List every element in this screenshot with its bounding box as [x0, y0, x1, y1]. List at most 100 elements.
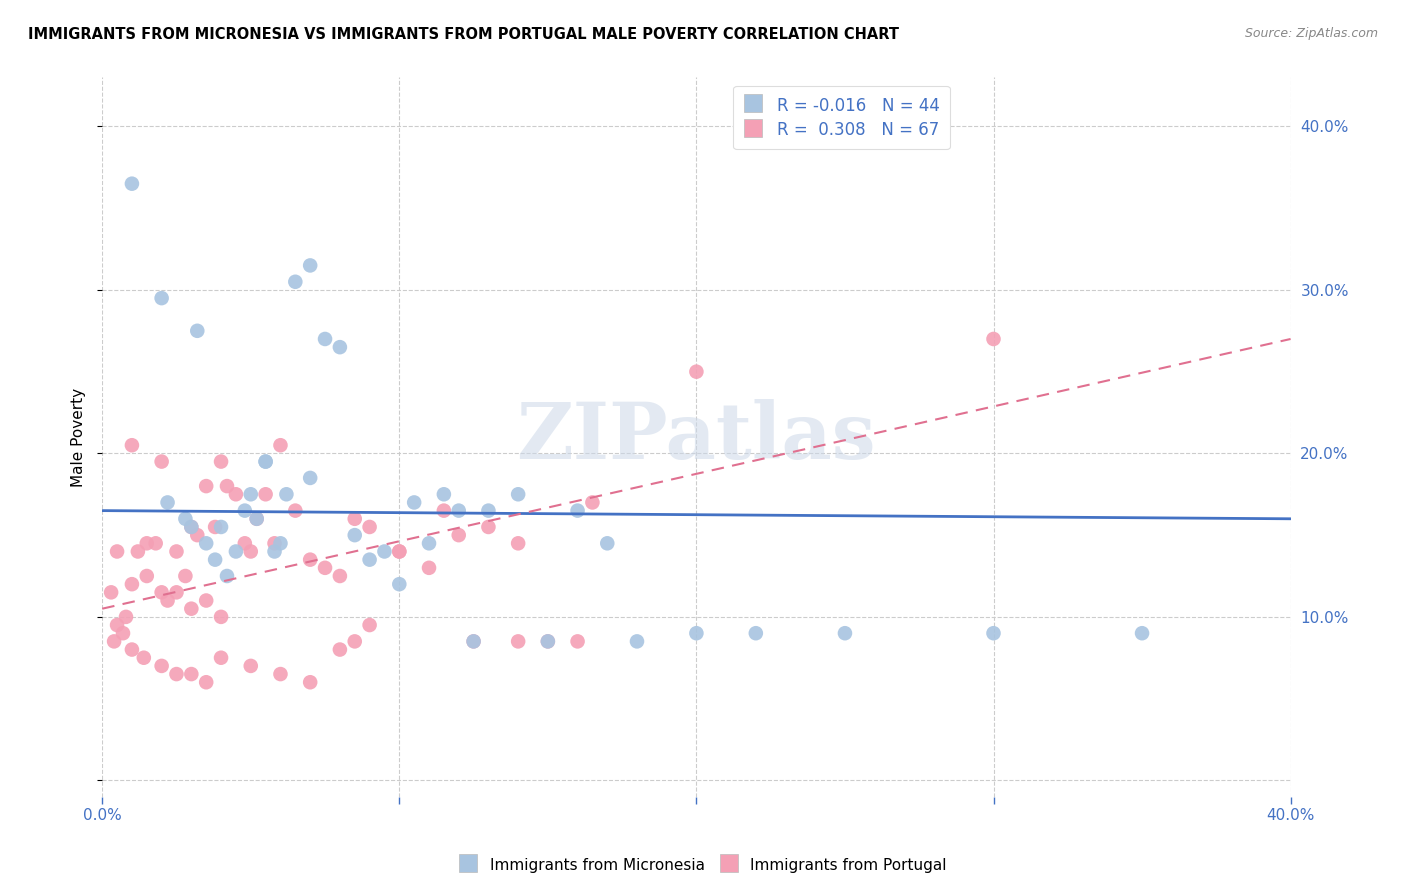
Point	[166, 667, 188, 681]
Point	[1130, 626, 1153, 640]
Point	[359, 618, 381, 632]
Point	[418, 536, 440, 550]
Point	[180, 520, 202, 534]
Point	[111, 626, 134, 640]
Point	[329, 340, 352, 354]
Point	[174, 569, 197, 583]
Point	[284, 503, 307, 517]
Point	[180, 520, 202, 534]
Text: Source: ZipAtlas.com: Source: ZipAtlas.com	[1244, 27, 1378, 40]
Point	[508, 536, 530, 550]
Point	[404, 495, 426, 509]
Point	[269, 438, 291, 452]
Point	[299, 552, 322, 566]
Point	[254, 454, 277, 468]
Point	[508, 487, 530, 501]
Legend: Immigrants from Micronesia, Immigrants from Portugal: Immigrants from Micronesia, Immigrants f…	[453, 850, 953, 880]
Point	[477, 520, 499, 534]
Text: ZIPatlas: ZIPatlas	[516, 399, 876, 475]
Point	[186, 324, 208, 338]
Point	[463, 634, 485, 648]
Point	[537, 634, 560, 648]
Point	[834, 626, 856, 640]
Point	[209, 610, 232, 624]
Point	[343, 634, 366, 648]
Point	[447, 528, 470, 542]
Point	[433, 503, 456, 517]
Point	[433, 487, 456, 501]
Point	[359, 552, 381, 566]
Point	[359, 520, 381, 534]
Point	[215, 479, 238, 493]
Point	[263, 536, 285, 550]
Point	[745, 626, 768, 640]
Point	[180, 601, 202, 615]
Point	[103, 634, 125, 648]
Point	[418, 561, 440, 575]
Point	[269, 667, 291, 681]
Point	[239, 659, 262, 673]
Point	[567, 503, 589, 517]
Point	[180, 667, 202, 681]
Point	[685, 626, 707, 640]
Point	[115, 610, 138, 624]
Point	[314, 561, 336, 575]
Point	[156, 495, 179, 509]
Point	[596, 536, 619, 550]
Point	[314, 332, 336, 346]
Point	[186, 528, 208, 542]
Point	[983, 332, 1005, 346]
Point	[156, 593, 179, 607]
Point	[166, 585, 188, 599]
Point	[246, 512, 269, 526]
Point	[246, 512, 269, 526]
Point	[209, 650, 232, 665]
Point	[135, 569, 157, 583]
Point	[276, 487, 298, 501]
Point	[343, 528, 366, 542]
Point	[685, 365, 707, 379]
Point	[447, 503, 470, 517]
Point	[225, 544, 247, 558]
Point	[477, 503, 499, 517]
Point	[204, 520, 226, 534]
Point	[195, 593, 218, 607]
Point	[239, 544, 262, 558]
Point	[204, 552, 226, 566]
Point	[626, 634, 648, 648]
Legend: R = -0.016   N = 44, R =  0.308   N = 67: R = -0.016 N = 44, R = 0.308 N = 67	[734, 86, 949, 149]
Point	[329, 569, 352, 583]
Point	[209, 520, 232, 534]
Point	[215, 569, 238, 583]
Point	[166, 544, 188, 558]
Point	[174, 512, 197, 526]
Point	[195, 536, 218, 550]
Point	[254, 454, 277, 468]
Point	[983, 626, 1005, 640]
Point	[121, 177, 143, 191]
Point	[150, 585, 173, 599]
Point	[263, 544, 285, 558]
Point	[121, 577, 143, 591]
Y-axis label: Male Poverty: Male Poverty	[72, 387, 86, 487]
Point	[150, 291, 173, 305]
Point	[225, 487, 247, 501]
Point	[299, 471, 322, 485]
Text: IMMIGRANTS FROM MICRONESIA VS IMMIGRANTS FROM PORTUGAL MALE POVERTY CORRELATION : IMMIGRANTS FROM MICRONESIA VS IMMIGRANTS…	[28, 27, 898, 42]
Point	[284, 275, 307, 289]
Point	[121, 438, 143, 452]
Point	[105, 544, 128, 558]
Point	[145, 536, 167, 550]
Point	[195, 479, 218, 493]
Point	[537, 634, 560, 648]
Point	[132, 650, 155, 665]
Point	[299, 675, 322, 690]
Point	[463, 634, 485, 648]
Point	[508, 634, 530, 648]
Point	[581, 495, 603, 509]
Point	[233, 536, 256, 550]
Point	[388, 577, 411, 591]
Point	[127, 544, 149, 558]
Point	[135, 536, 157, 550]
Point	[373, 544, 395, 558]
